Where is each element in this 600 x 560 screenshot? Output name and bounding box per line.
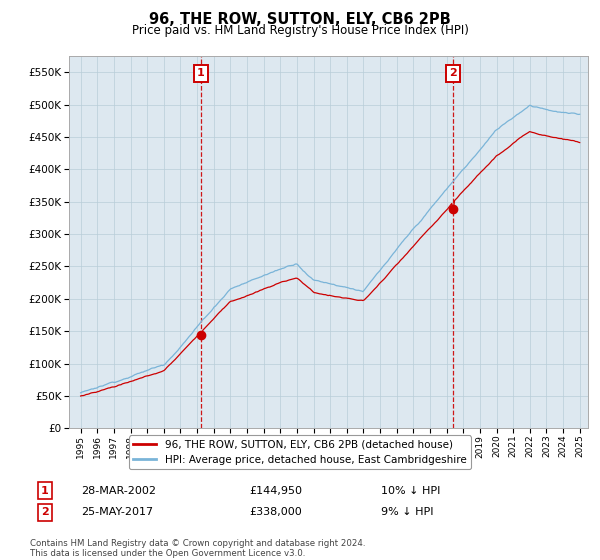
Legend: 96, THE ROW, SUTTON, ELY, CB6 2PB (detached house), HPI: Average price, detached: 96, THE ROW, SUTTON, ELY, CB6 2PB (detac… [130,436,470,469]
Text: 9% ↓ HPI: 9% ↓ HPI [381,507,433,517]
Text: 2: 2 [41,507,49,517]
Text: 1: 1 [41,486,49,496]
Text: 2: 2 [449,68,457,78]
Text: Contains HM Land Registry data © Crown copyright and database right 2024.
This d: Contains HM Land Registry data © Crown c… [30,539,365,558]
Text: Price paid vs. HM Land Registry's House Price Index (HPI): Price paid vs. HM Land Registry's House … [131,24,469,36]
Text: 96, THE ROW, SUTTON, ELY, CB6 2PB: 96, THE ROW, SUTTON, ELY, CB6 2PB [149,12,451,27]
Text: £144,950: £144,950 [249,486,302,496]
Text: 25-MAY-2017: 25-MAY-2017 [81,507,153,517]
Text: 1: 1 [197,68,205,78]
Text: 10% ↓ HPI: 10% ↓ HPI [381,486,440,496]
Text: £338,000: £338,000 [249,507,302,517]
Text: 28-MAR-2002: 28-MAR-2002 [81,486,156,496]
